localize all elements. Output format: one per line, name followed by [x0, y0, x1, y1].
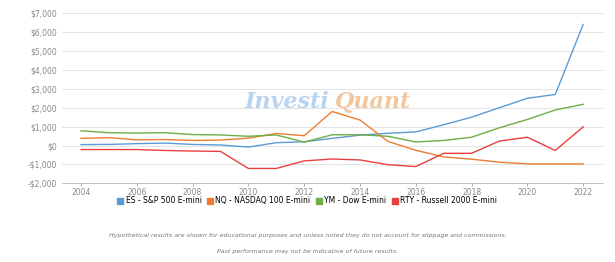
Text: Hypothetical results are shown for educational purposes and unless noted they do: Hypothetical results are shown for educa…	[109, 233, 506, 238]
Text: Past performance may not be indicative of future results.: Past performance may not be indicative o…	[217, 249, 398, 254]
Legend: ES - S&P 500 E-mini, NQ - NASDAQ 100 E-mini, YM - Dow E-mini, RTY - Russell 2000: ES - S&P 500 E-mini, NQ - NASDAQ 100 E-m…	[115, 193, 500, 208]
Text: Quant: Quant	[335, 91, 411, 113]
Text: Investi: Investi	[245, 91, 330, 113]
